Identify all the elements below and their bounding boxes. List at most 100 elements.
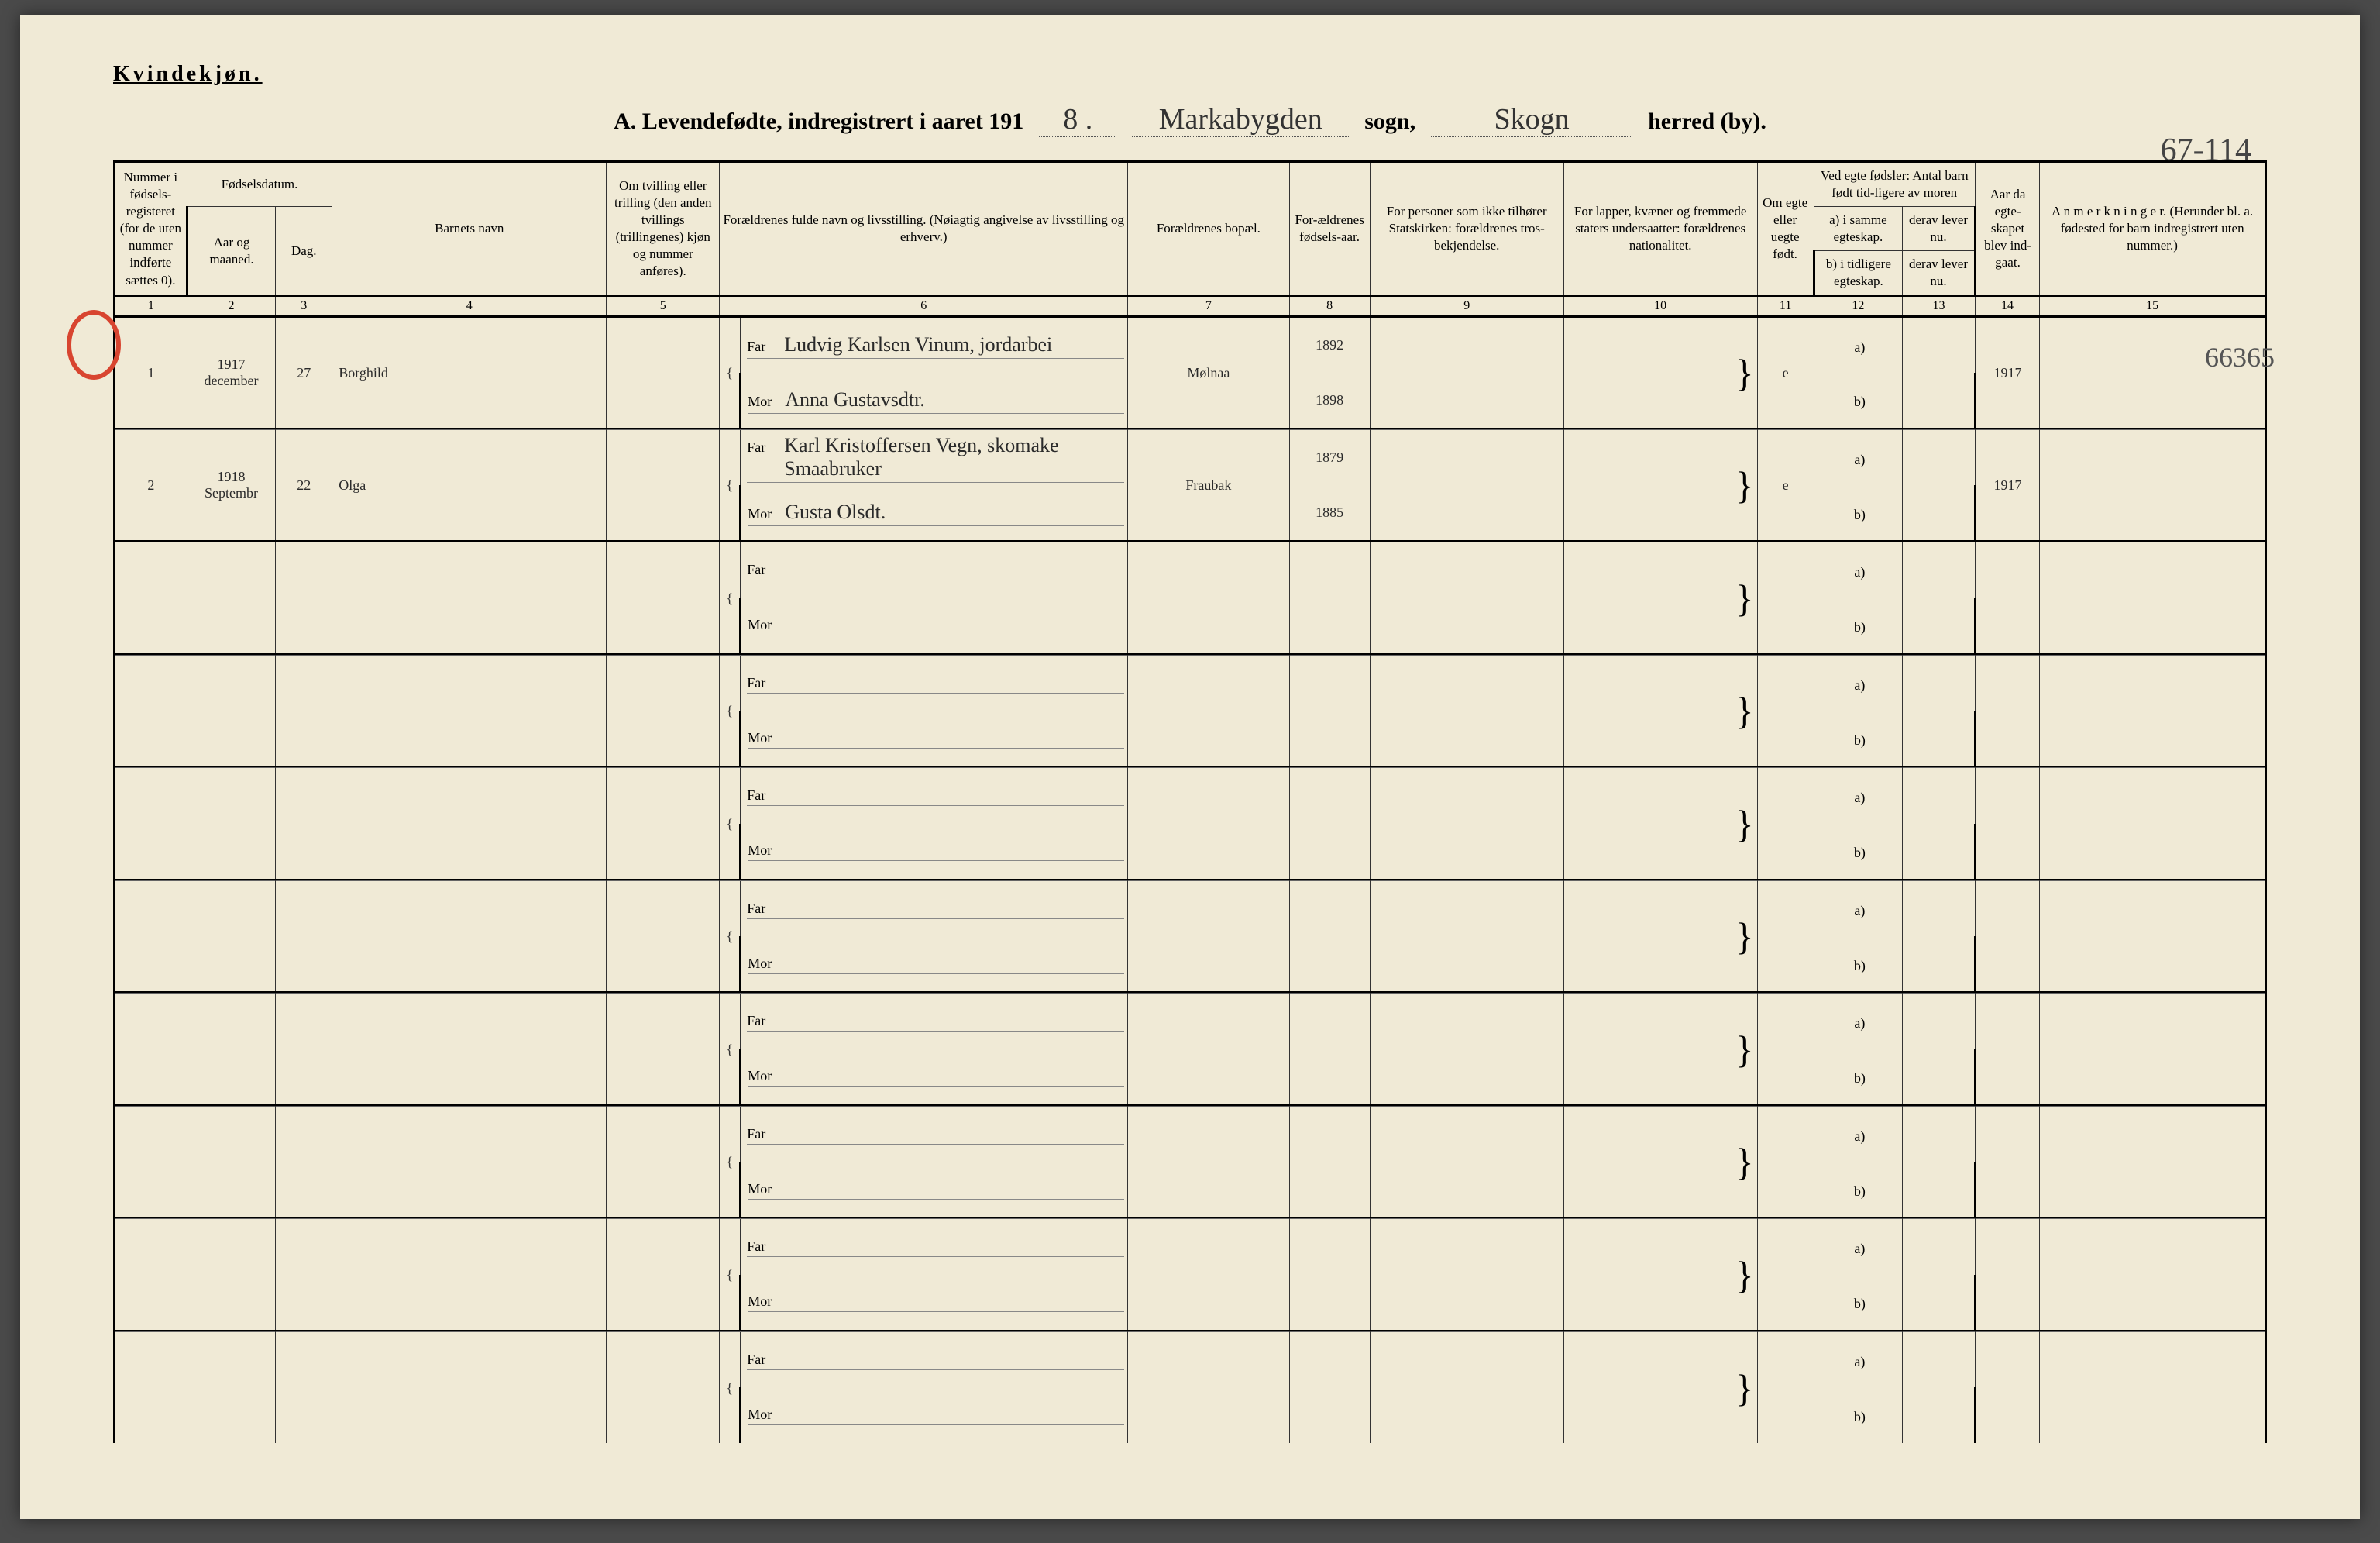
twin-info	[607, 1331, 720, 1443]
legitimacy	[1757, 1106, 1814, 1218]
table-row: {Far}a)	[115, 880, 2266, 936]
residence	[1128, 1219, 1289, 1331]
mother-birth-year	[1289, 598, 1370, 654]
day: 22	[276, 429, 332, 541]
c12b-cell: b)	[1814, 1275, 1903, 1331]
father-cell: FarKarl Kristoffersen Vegn, skomake Smaa…	[741, 429, 1128, 485]
brace-icon: {	[720, 768, 741, 880]
c12a-cell: a)	[1814, 1219, 1903, 1275]
residence	[1128, 994, 1289, 1105]
mother-cell: Mor Gusta Olsdt.	[741, 485, 1128, 541]
colnum-9: 9	[1370, 296, 1563, 317]
c12a-cell: a)	[1814, 1331, 1903, 1387]
mother-birth-year	[1289, 1049, 1370, 1105]
year-month	[187, 1106, 276, 1218]
residence: Mølnaa	[1128, 317, 1289, 429]
table-row: 21918 Septembr22Olga{FarKarl Kristoffers…	[115, 429, 2266, 485]
remarks	[2040, 1106, 2266, 1218]
colnum-13: 13	[1903, 296, 1976, 317]
brace-icon: {	[720, 542, 741, 654]
legitimacy	[1757, 1219, 1814, 1331]
twin-info	[607, 655, 720, 766]
column-number-row: 1 2 3 4 5 6 7 8 9 10 11 12 13 14 15	[115, 296, 2266, 317]
margin-note: 66365	[2205, 341, 2275, 374]
mother-cell: Mor	[741, 824, 1128, 880]
mother-cell: Mor	[741, 1387, 1128, 1443]
marriage-year	[1975, 1219, 2039, 1331]
year-month	[187, 994, 276, 1105]
twin-info	[607, 1219, 720, 1331]
marriage-year	[1975, 994, 2039, 1105]
header-c12-top: Ved egte fødsler: Antal barn født tid-li…	[1814, 162, 1975, 207]
parish-label: sogn,	[1364, 108, 1415, 135]
c13b-cell	[1903, 1275, 1976, 1331]
header-c11: Om egte eller uegte født.	[1757, 162, 1814, 296]
child-name: Borghild	[332, 317, 607, 429]
religion	[1370, 1331, 1563, 1443]
father-cell: Far	[741, 655, 1128, 711]
residence	[1128, 1331, 1289, 1443]
remarks	[2040, 1219, 2266, 1331]
father-cell: Far	[741, 880, 1128, 936]
register-table: Nummer i fødsels-registeret (for de uten…	[113, 160, 2267, 1443]
district-label: herred (by).	[1648, 108, 1766, 135]
title-prefix: A. Levendefødte, indregistrert i aaret 1…	[614, 108, 1023, 135]
mor-label: Mor	[748, 1407, 777, 1423]
nationality: }	[1563, 429, 1757, 541]
header-c12b: b) i tidligere egteskap.	[1814, 251, 1903, 296]
nationality: }	[1563, 1106, 1757, 1218]
father-cell: FarLudvig Karlsen Vinum, jordarbei	[741, 317, 1128, 373]
c13b-cell	[1903, 824, 1976, 880]
colnum-5: 5	[607, 296, 720, 317]
father-cell: Far	[741, 1106, 1128, 1162]
far-label: Far	[747, 562, 776, 578]
table-header: Nummer i fødsels-registeret (for de uten…	[115, 162, 2266, 317]
legitimacy	[1757, 542, 1814, 654]
legitimacy: e	[1757, 317, 1814, 429]
header-c7: Forældrenes bopæl.	[1128, 162, 1289, 296]
mother-cell: Mor	[741, 936, 1128, 992]
father-cell: Far	[741, 542, 1128, 598]
c12b-cell: b)	[1814, 824, 1903, 880]
remarks	[2040, 655, 2266, 766]
brace-icon: {	[720, 994, 741, 1105]
mor-label: Mor	[748, 1293, 777, 1310]
nationality: }	[1563, 768, 1757, 880]
child-name	[332, 880, 607, 992]
twin-info	[607, 1106, 720, 1218]
table-row: {Far}a)	[115, 655, 2266, 711]
day	[276, 1106, 332, 1218]
title-line: A. Levendefødte, indregistrert i aaret 1…	[113, 102, 2267, 137]
day	[276, 655, 332, 766]
colnum-10: 10	[1563, 296, 1757, 317]
header-c1: Nummer i fødsels-registeret (for de uten…	[115, 162, 187, 296]
header-c8: For-ældrenes fødsels-aar.	[1289, 162, 1370, 296]
religion	[1370, 429, 1563, 541]
header-c5: Om tvilling eller trilling (den anden tv…	[607, 162, 720, 296]
year-month	[187, 880, 276, 992]
twin-info	[607, 317, 720, 429]
father-birth-year	[1289, 655, 1370, 711]
mor-label: Mor	[748, 506, 777, 522]
far-label: Far	[747, 1352, 776, 1368]
c12a-cell: a)	[1814, 768, 1903, 824]
residence	[1128, 655, 1289, 766]
colnum-1: 1	[115, 296, 187, 317]
father-cell: Far	[741, 994, 1128, 1049]
year-month: 1917 december	[187, 317, 276, 429]
c13b-cell	[1903, 711, 1976, 766]
father-birth-year	[1289, 1219, 1370, 1275]
c12b-cell: b)	[1814, 711, 1903, 766]
colnum-8: 8	[1289, 296, 1370, 317]
far-label: Far	[747, 1126, 776, 1142]
header-c14: Aar da egte-skapet blev ind-gaat.	[1975, 162, 2039, 296]
remarks	[2040, 542, 2266, 654]
colnum-7: 7	[1128, 296, 1289, 317]
brace-icon: {	[720, 1331, 741, 1443]
c12b-cell: b)	[1814, 1387, 1903, 1443]
table-row: {Far}a)	[115, 1219, 2266, 1275]
marriage-year	[1975, 655, 2039, 766]
table-row: {Far}a)	[115, 1331, 2266, 1387]
document-page: Kvindekjøn. A. Levendefødte, indregistre…	[20, 15, 2360, 1519]
mother-name: Gusta Olsdt.	[785, 501, 886, 524]
